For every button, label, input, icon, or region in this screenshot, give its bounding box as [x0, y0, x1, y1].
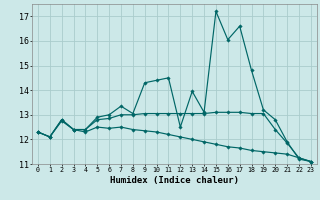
X-axis label: Humidex (Indice chaleur): Humidex (Indice chaleur) — [110, 176, 239, 185]
